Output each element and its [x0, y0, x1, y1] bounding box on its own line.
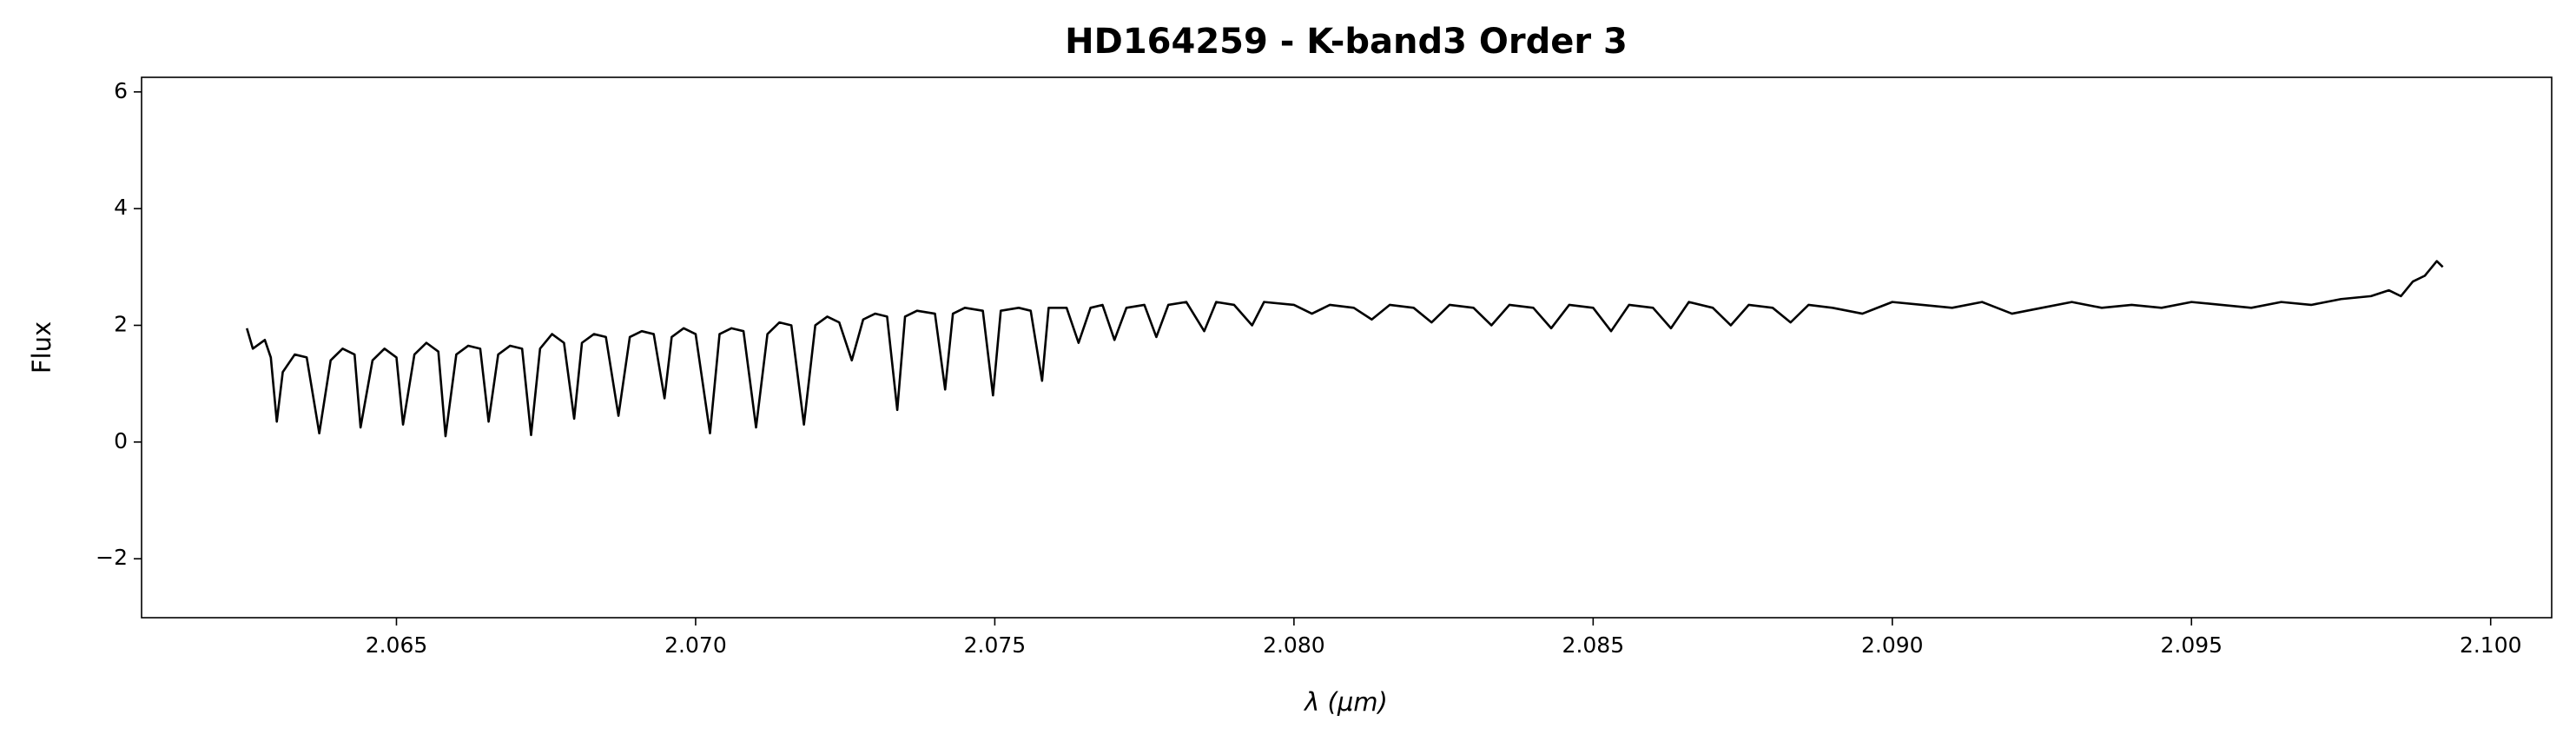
y-tick-label: 0: [114, 428, 128, 453]
x-tick-label: 2.070: [664, 632, 727, 658]
plot-frame: [141, 76, 2553, 619]
x-tick-label: 2.065: [366, 632, 428, 658]
x-tick-label: 2.085: [1562, 632, 1625, 658]
chart-title: HD164259 - K-band3 Order 3: [1065, 22, 1628, 62]
y-tick-label: 4: [114, 195, 128, 220]
x-tick-label: 2.080: [1263, 632, 1325, 658]
x-axis-label: λ (μm): [1303, 687, 1388, 717]
x-tick-label: 2.095: [2160, 632, 2223, 658]
y-tick-label: −2: [96, 545, 128, 570]
x-tick-label: 2.075: [964, 632, 1027, 658]
spectrum-line: [246, 260, 2444, 438]
x-tick-label: 2.090: [1861, 632, 1924, 658]
y-tick-label: 6: [114, 78, 128, 103]
y-axis-label: Flux: [27, 321, 56, 374]
x-tick-label: 2.100: [2460, 632, 2522, 658]
y-tick-label: 2: [114, 311, 128, 336]
